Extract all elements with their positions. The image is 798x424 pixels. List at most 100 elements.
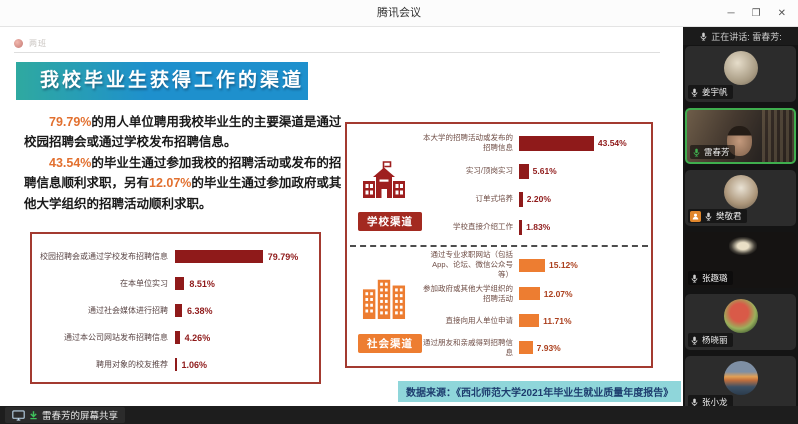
row-value: 5.61% xyxy=(532,166,557,176)
doc-header: 两班 xyxy=(14,38,47,49)
stat-43: 43.54% xyxy=(49,155,92,170)
chart-row: 学校直接介绍工作 1.83% xyxy=(421,213,646,241)
minimize-button[interactable]: ─ xyxy=(727,8,735,19)
participant-tile-3[interactable]: 樊敬君 xyxy=(685,170,796,226)
row-value: 15.12% xyxy=(549,260,578,271)
row-label: 参加政府或其他大学组织的招聘活动 xyxy=(423,283,513,303)
participant-name-chip: 杨晓丽 xyxy=(688,333,733,347)
speaking-banner-text: 正在讲话: 雷春芳: xyxy=(711,31,782,42)
city-buildings-icon xyxy=(362,274,406,320)
mic-icon xyxy=(690,274,699,283)
participant-tile-6[interactable]: 张小龙 xyxy=(685,356,796,406)
participant-name-chip: 张趣璐 xyxy=(688,271,733,285)
stat-79: 79.79% xyxy=(49,115,92,129)
window-title: 腾讯会议 xyxy=(377,7,421,19)
row-label: 通过朋友和亲戚得到招聘信息 xyxy=(423,337,513,357)
mic-icon-active xyxy=(692,148,701,157)
source-note: 数据来源：《西北师范大学2021年毕业生就业质量年度报告》 xyxy=(398,381,682,402)
app-icon xyxy=(14,39,23,48)
window-titlebar: 腾讯会议 ─ ❐ ✕ xyxy=(0,0,798,27)
chart-row: 聘用对象的校友推荐 1.06% xyxy=(32,351,319,378)
bar xyxy=(519,191,523,207)
screen-share-indicator[interactable]: 雷春芳的屏幕共享 xyxy=(5,407,126,423)
row-value: 1.83% xyxy=(526,222,551,232)
close-button[interactable]: ✕ xyxy=(777,8,786,19)
paragraph-2-text-a: 的毕业生通过参加我校的招聘活动或发布的招聘信息顺利求职，另有 xyxy=(24,155,342,191)
row-label: 实习/顶岗实习 xyxy=(465,165,513,175)
chart-row: 通过朋友和亲戚得到招聘信息 7.93% xyxy=(421,334,646,361)
avatar xyxy=(723,175,758,209)
bar xyxy=(175,358,177,371)
slide-title: 我校毕业生获得工作的渠道 xyxy=(16,62,308,100)
participant-name: 张趣璐 xyxy=(702,273,728,283)
row-label: 订单式培养 xyxy=(475,193,514,203)
header-divider xyxy=(14,52,660,53)
row-value: 8.51% xyxy=(189,278,215,289)
chart-row: 本大学的招聘活动或发布的招聘信息 43.54% xyxy=(421,129,646,157)
download-arrow-icon xyxy=(29,410,38,420)
social-channel-tag: 社会渠道 xyxy=(358,334,422,353)
video-room-light xyxy=(729,237,757,255)
mic-icon xyxy=(690,398,699,407)
participant-tile-5[interactable]: 杨晓丽 xyxy=(685,294,796,350)
participant-name: 樊敬君 xyxy=(716,211,742,221)
participant-tile-4[interactable]: 张趣璐 xyxy=(685,232,796,288)
shared-screen-area: 两班 我校毕业生获得工作的渠道 79.79%的用人单位聘用我校毕业生的主要渠道是… xyxy=(0,27,683,406)
row-label: 学校直接介绍工作 xyxy=(453,221,513,231)
paragraph-1-text: 的用人单位聘用我校毕业生的主要渠道是通过校园招聘会或通过学校发布招聘信息。 xyxy=(24,115,342,150)
chart-row: 参加政府或其他大学组织的招聘活动 12.07% xyxy=(421,280,646,307)
chart-row: 直接向用人单位申请 11.71% xyxy=(421,307,646,334)
window-controls: ─ ❐ ✕ xyxy=(728,0,786,27)
bar xyxy=(175,250,263,263)
participant-name: 杨晓丽 xyxy=(702,335,728,345)
bottom-status-bar: 雷春芳的屏幕共享 xyxy=(0,406,798,424)
participant-name: 雷春芳 xyxy=(704,147,730,157)
bar xyxy=(519,314,540,328)
row-value: 43.54% xyxy=(597,138,627,148)
speaking-banner: 正在讲话: 雷春芳: xyxy=(683,27,798,45)
monitor-icon xyxy=(12,410,25,421)
doc-title: 两班 xyxy=(29,39,47,48)
row-label: 聘用对象的校友推荐 xyxy=(96,360,168,369)
chart-row: 通过专业求职网站（包括App、论坛、微信公众号等） 15.12% xyxy=(421,250,646,280)
slide-paragraphs: 79.79%的用人单位聘用我校毕业生的主要渠道是通过校园招聘会或通过学校发布招聘… xyxy=(24,112,344,214)
row-label: 通过社会媒体进行招聘 xyxy=(88,306,168,315)
row-label: 校园招聘会或通过学校发布招聘信息 xyxy=(40,252,168,261)
avatar xyxy=(723,51,758,85)
avatar xyxy=(723,299,758,333)
participant-name: 姜宇帆 xyxy=(702,87,728,97)
participant-name: 张小龙 xyxy=(702,397,728,406)
bar xyxy=(519,135,594,151)
row-value: 4.26% xyxy=(184,332,211,343)
participant-name-chip: 樊敬君 xyxy=(688,209,747,223)
chart-row: 通过本公司网站发布招聘信息 4.26% xyxy=(32,324,319,351)
screen-share-label: 雷春芳的屏幕共享 xyxy=(42,411,119,422)
school-channel-tag: 学校渠道 xyxy=(358,212,422,231)
paragraph-2: 43.54%的毕业生通过参加我校的招聘活动或发布的招聘信息顺利求职，另有12.0… xyxy=(24,153,344,214)
maximize-button[interactable]: ❐ xyxy=(751,8,761,19)
graduate-channels-chart: 学校渠道 本大学的招聘活动或发布的招聘信息 43.54% 实习/顶岗实习 5.6… xyxy=(345,122,653,368)
row-label: 在本单位实习 xyxy=(120,279,168,288)
bar xyxy=(175,277,185,290)
chart-row: 校园招聘会或通过学校发布招聘信息 79.79% xyxy=(32,243,319,270)
bar xyxy=(519,341,533,355)
chart-row: 通过社会媒体进行招聘 6.38% xyxy=(32,297,319,324)
participant-tile-1[interactable]: 姜宇帆 xyxy=(685,46,796,102)
participant-tile-2-speaking[interactable]: 雷春芳 xyxy=(685,108,796,164)
row-value: 7.93% xyxy=(536,342,561,353)
participant-name-chip: 张小龙 xyxy=(688,395,733,406)
row-value: 1.06% xyxy=(181,359,208,370)
bar xyxy=(519,258,545,272)
bar xyxy=(519,163,529,179)
row-value: 11.71% xyxy=(543,315,572,326)
bar xyxy=(175,304,183,317)
paragraph-2-text-b: 的毕业生通过参加政府或其他大学组织的招聘活动顺利求职。 xyxy=(24,176,342,211)
chart-row: 订单式培养 2.20% xyxy=(421,185,646,213)
row-value: 2.20% xyxy=(526,194,551,204)
avatar xyxy=(723,361,758,395)
row-label: 直接向用人单位申请 xyxy=(445,315,514,325)
host-badge-icon xyxy=(690,210,701,222)
chart-row: 实习/顶岗实习 5.61% xyxy=(421,157,646,185)
participant-name-chip: 姜宇帆 xyxy=(688,85,733,99)
